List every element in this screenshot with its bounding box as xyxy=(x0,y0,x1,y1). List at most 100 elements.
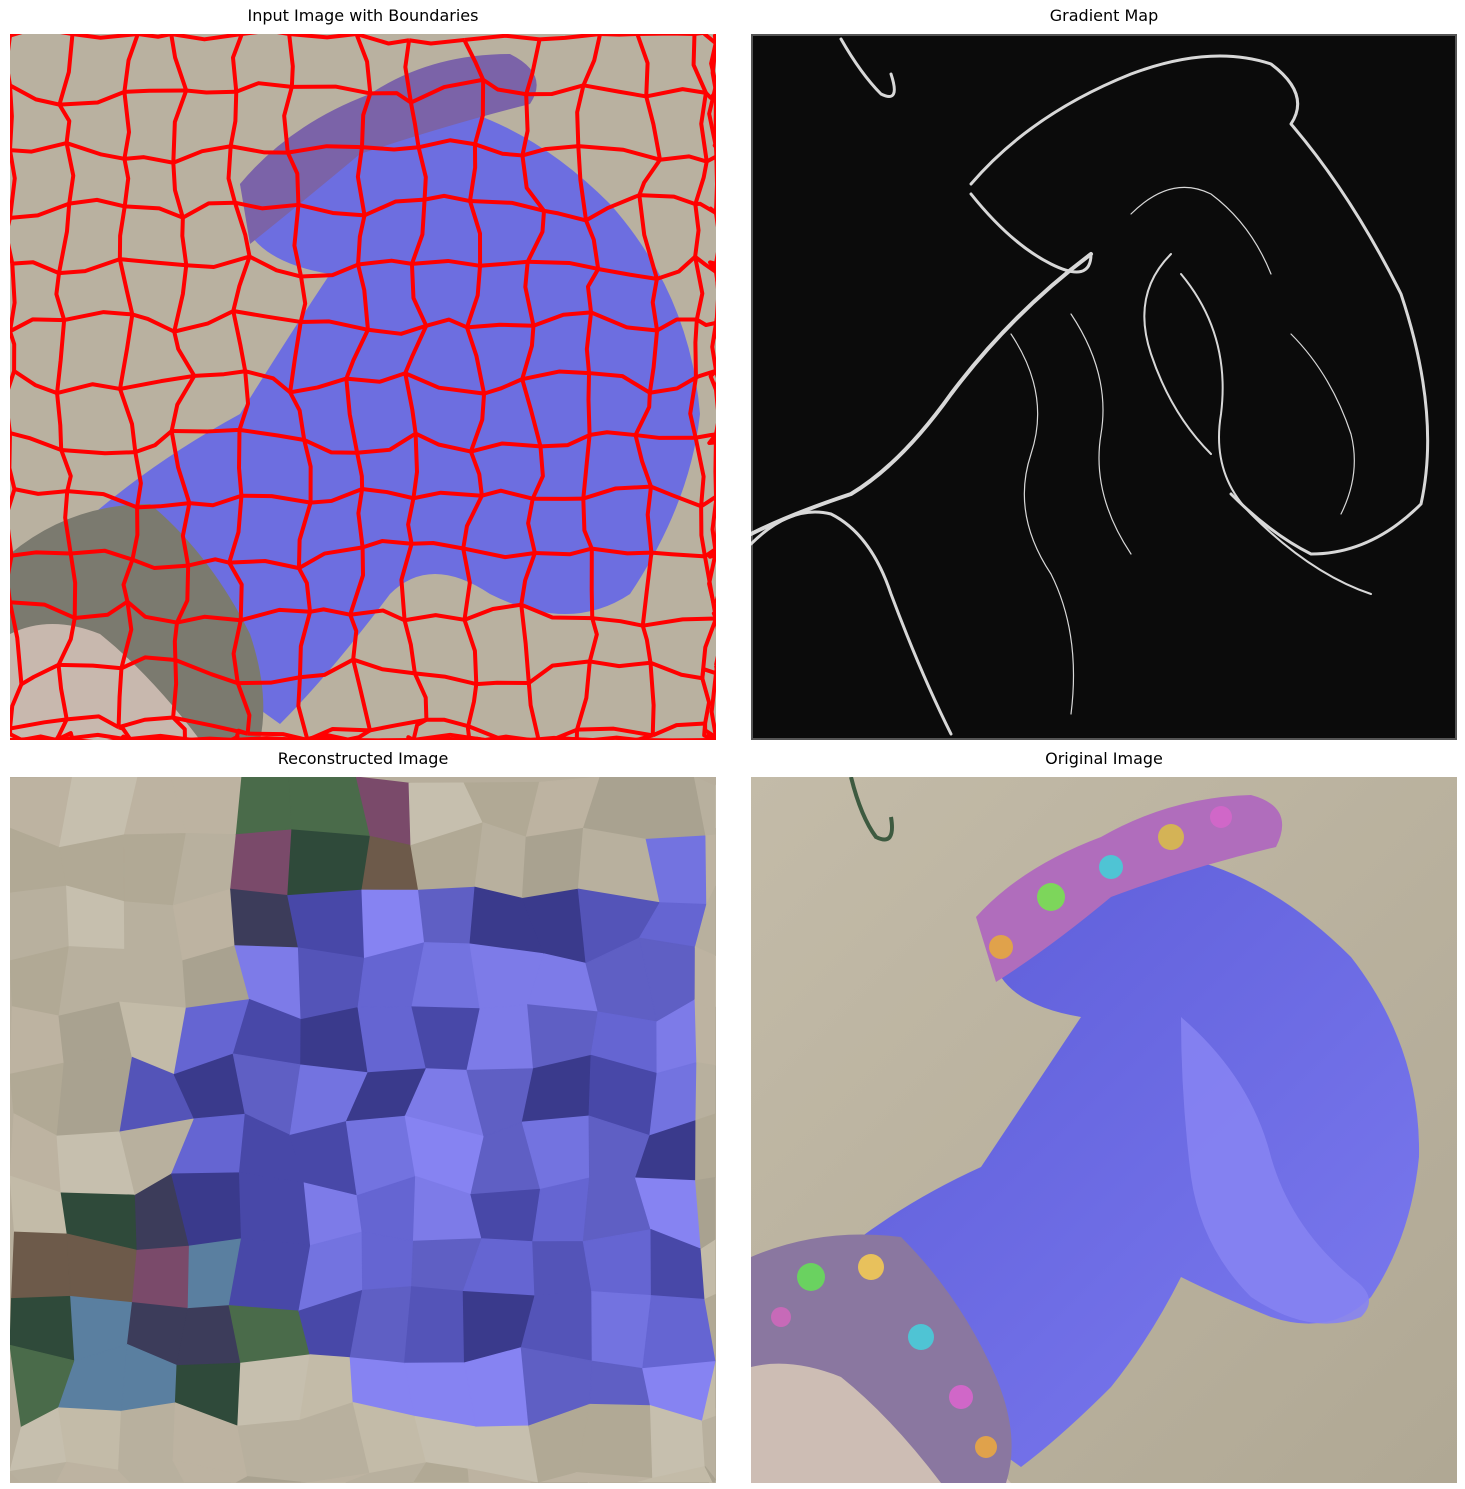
boundary-segment xyxy=(700,667,716,679)
boundary-segment xyxy=(12,369,58,395)
boundary-segment xyxy=(124,155,174,165)
superpixel-region xyxy=(235,1476,308,1483)
boundary-segment xyxy=(523,261,536,327)
boundary-segment xyxy=(589,548,595,619)
boundary-segment xyxy=(56,664,69,720)
boundary-segment xyxy=(425,317,468,330)
boundary-segment xyxy=(55,392,64,451)
superpixel-region xyxy=(582,1229,652,1297)
boundary-segment xyxy=(126,600,178,625)
boundary-segment xyxy=(171,659,179,718)
boundary-segment xyxy=(651,550,706,559)
boundary-segment xyxy=(118,314,135,390)
boundary-segment xyxy=(694,34,716,46)
boundary-segment xyxy=(581,434,592,499)
boundary-segment xyxy=(137,501,190,510)
boundary-segment xyxy=(582,484,652,501)
boundary-segment xyxy=(640,625,653,664)
boundary-segment xyxy=(119,257,187,268)
cuff-top xyxy=(240,54,537,244)
boundary-segment xyxy=(409,263,429,327)
boundary-segment xyxy=(68,553,78,618)
boundary-segment xyxy=(10,488,17,556)
boundary-segment xyxy=(187,557,230,568)
superpixel-region xyxy=(230,829,293,897)
boundary-segment xyxy=(479,259,528,268)
boundary-segment xyxy=(520,378,543,447)
superpixel-region xyxy=(11,1231,72,1300)
boundary-segment xyxy=(414,431,472,454)
boundary-segment xyxy=(469,450,484,496)
boundary-segment xyxy=(64,142,76,204)
boundary-segment xyxy=(120,655,176,671)
superpixel-region xyxy=(131,1245,190,1310)
superpixel-boundaries xyxy=(10,34,716,740)
boundary-segment xyxy=(418,138,476,150)
boundary-segment xyxy=(647,330,660,394)
superpixel-region xyxy=(418,886,476,945)
boundary-segment xyxy=(240,607,311,623)
boundary-segment xyxy=(137,34,172,39)
edge-fine-2 xyxy=(1070,313,1132,555)
boundary-segment xyxy=(359,92,373,148)
boundary-segment xyxy=(711,611,716,620)
boundary-segment xyxy=(592,616,644,628)
boundary-segment xyxy=(426,717,469,729)
boundary-segment xyxy=(519,552,537,605)
superpixel-region xyxy=(532,1241,593,1297)
boundary-segment xyxy=(55,319,67,394)
boundary-segment xyxy=(637,194,659,280)
boundary-segment xyxy=(414,671,477,687)
boundary-segment xyxy=(175,565,191,624)
boundary-segment xyxy=(10,85,14,151)
boundary-segment xyxy=(10,149,17,219)
boundary-segment xyxy=(465,326,487,395)
boundary-segment xyxy=(189,493,243,508)
boundary-segment xyxy=(124,88,187,94)
boundary-segment xyxy=(586,373,592,436)
boundary-segment xyxy=(10,717,67,731)
boundary-segment xyxy=(583,83,647,99)
superpixel-region xyxy=(694,998,716,1067)
edge-thumb xyxy=(1143,253,1212,455)
boundary-segment xyxy=(470,441,541,454)
boundary-segment xyxy=(10,555,14,603)
boundary-segment xyxy=(576,146,588,221)
boundary-segment xyxy=(356,488,365,548)
boundary-segment xyxy=(530,446,545,500)
boundary-segment xyxy=(296,502,313,569)
boundary-segment xyxy=(169,34,189,92)
boundary-segment xyxy=(408,37,465,46)
boundary-segment xyxy=(354,34,373,94)
boundary-segment xyxy=(403,39,413,103)
boundary-segment xyxy=(659,154,708,164)
superpixel-region xyxy=(300,1006,369,1074)
boundary-segment xyxy=(526,83,584,97)
boundary-segment xyxy=(411,540,464,551)
boundary-segment xyxy=(119,733,194,740)
boundary-segment xyxy=(526,498,537,554)
boundary-segment xyxy=(707,433,716,445)
boundary-segment xyxy=(231,619,243,684)
boundary-segment xyxy=(134,429,173,455)
superpixel-region xyxy=(530,1472,590,1483)
boundary-segment xyxy=(708,733,716,740)
bottom-cuff xyxy=(751,1234,1012,1483)
boundary-segment xyxy=(174,658,239,686)
boundary-segment xyxy=(133,451,143,508)
boundary-segment xyxy=(650,484,702,509)
boundary-segment xyxy=(303,732,351,740)
boundary-segment xyxy=(303,438,358,455)
gradient-background xyxy=(751,34,1457,740)
boundary-segment xyxy=(700,495,716,508)
reconstructed-image xyxy=(10,777,716,1483)
boundary-segment xyxy=(699,506,707,557)
boundary-segment xyxy=(520,602,593,621)
boundary-segment xyxy=(57,34,75,106)
boundary-segment xyxy=(635,433,696,440)
boundary-segment xyxy=(576,726,654,738)
boundary-segment xyxy=(484,734,531,740)
boundary-segment xyxy=(591,546,652,556)
boundary-segment xyxy=(642,616,716,628)
superpixel-region xyxy=(636,777,707,840)
